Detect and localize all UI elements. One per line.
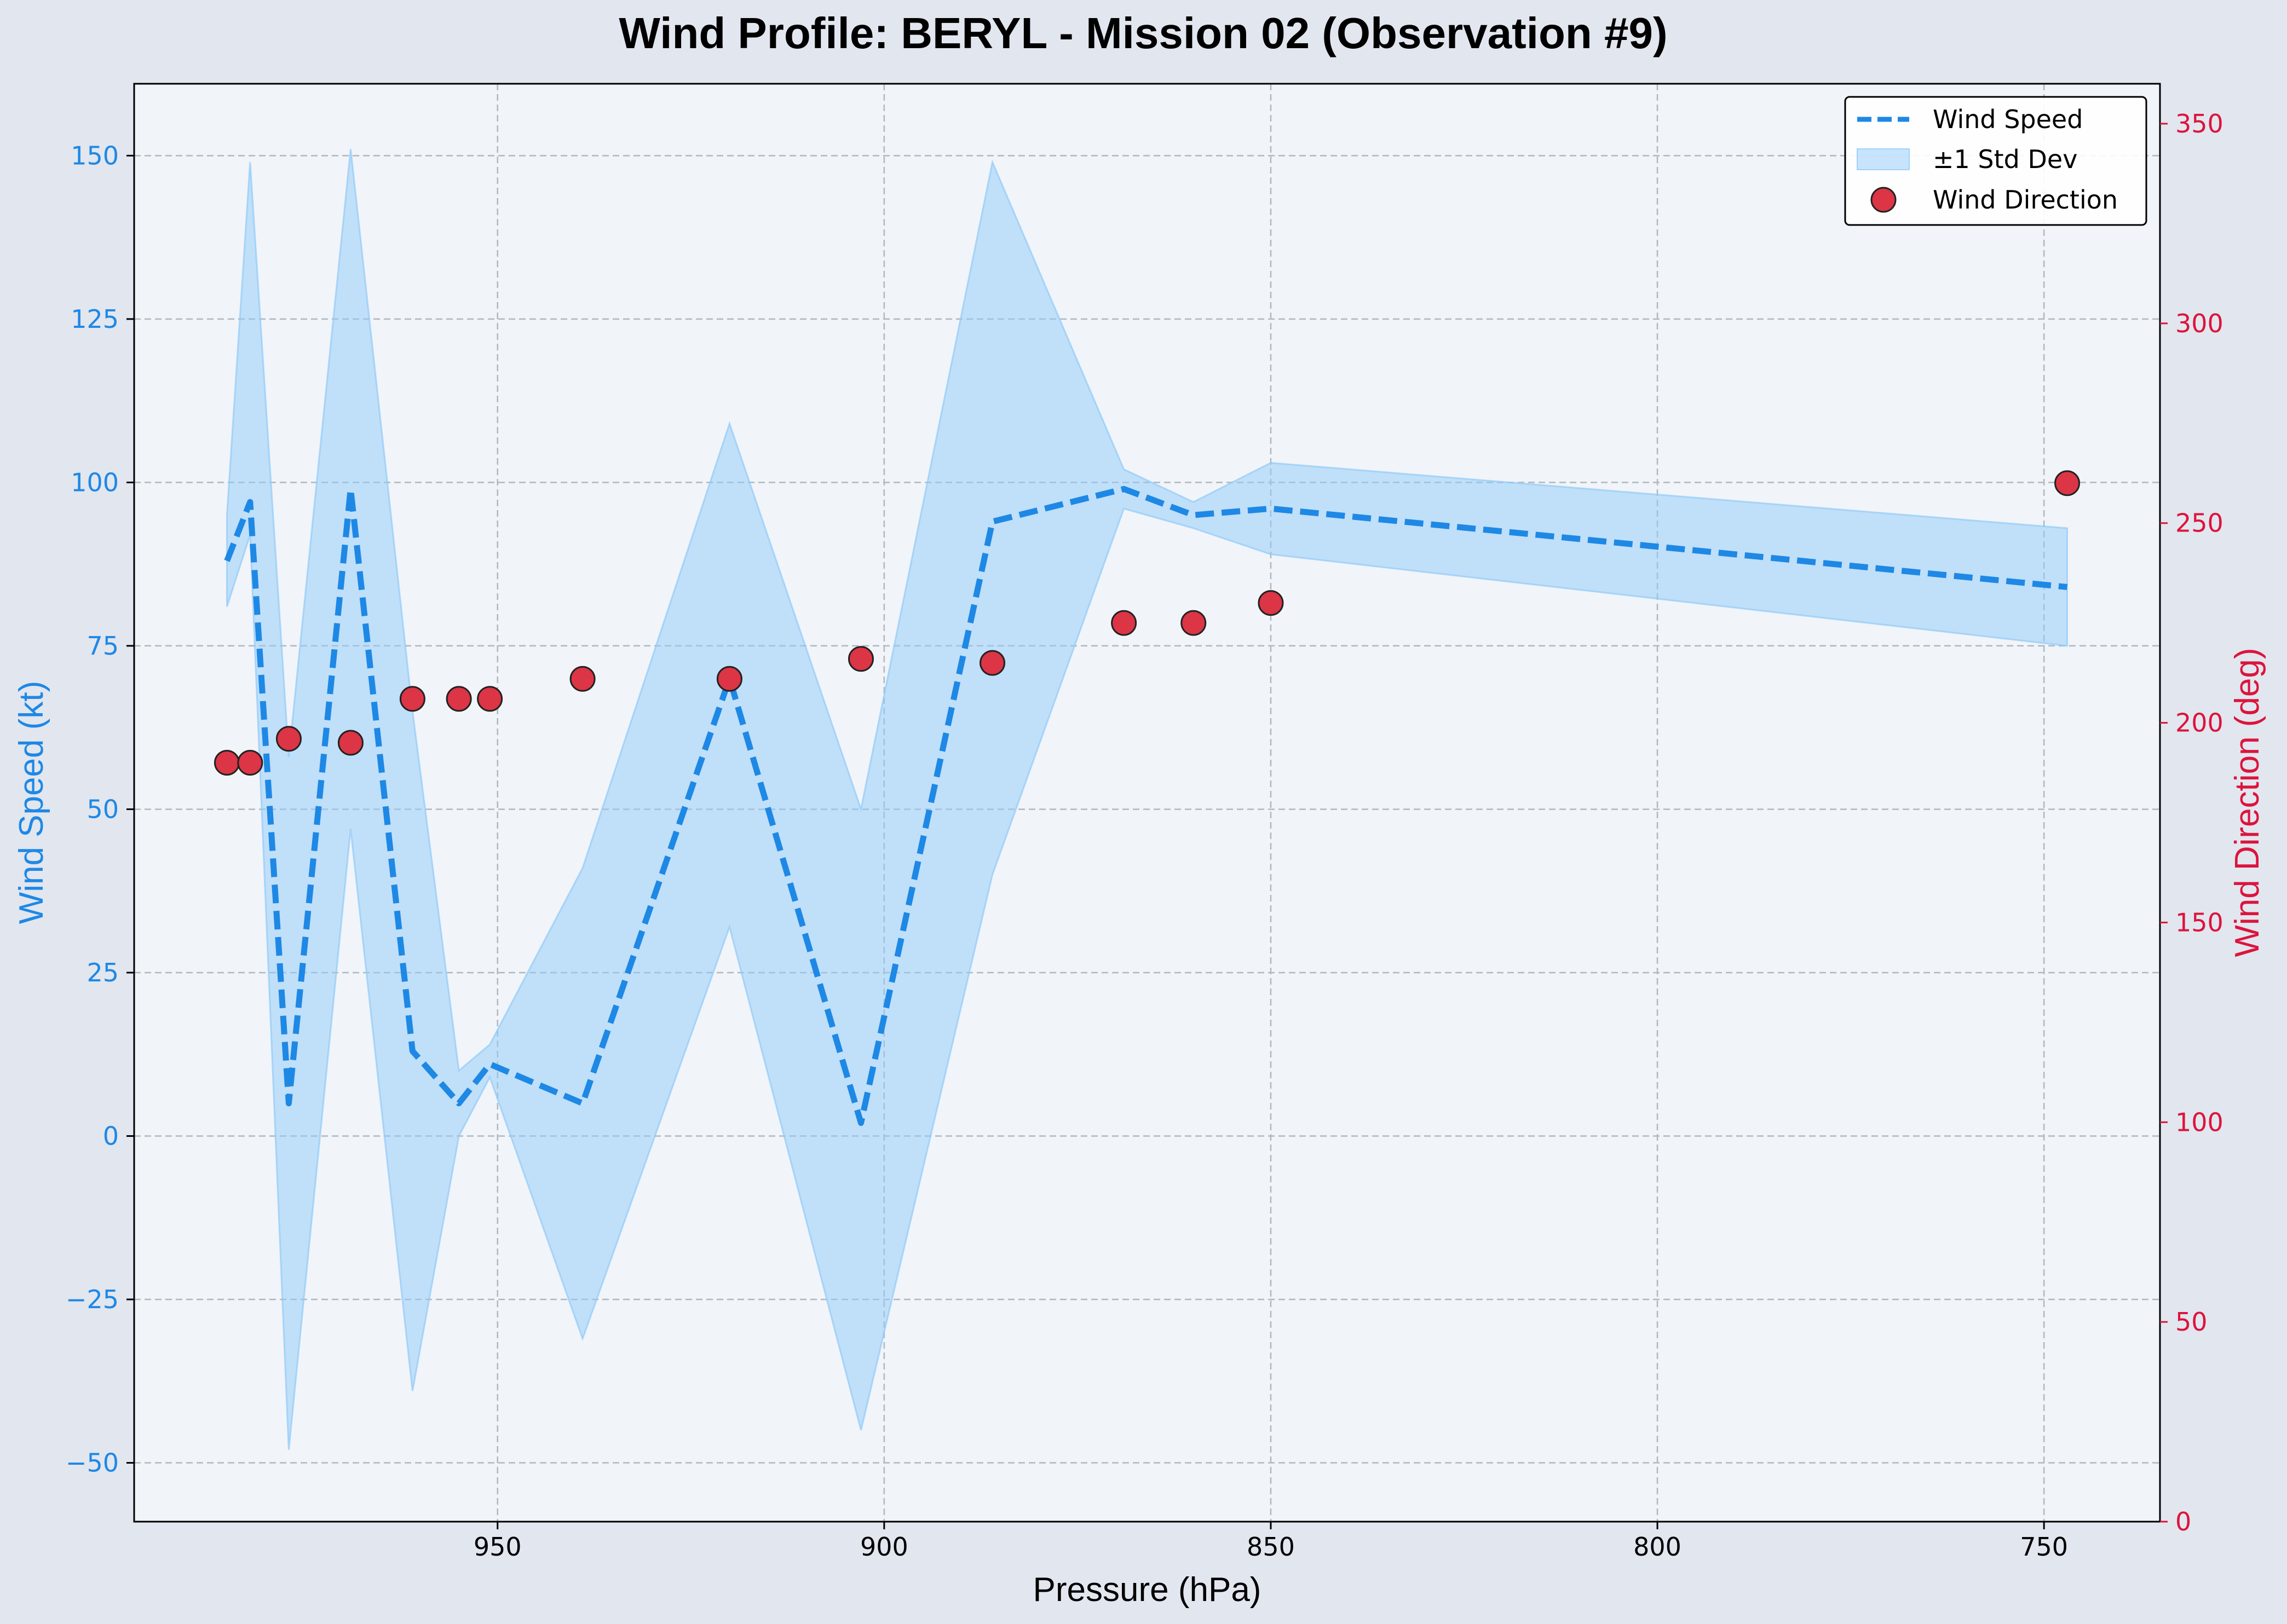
y-tick-label: 25 xyxy=(87,958,119,987)
x-axis-ticks: 950 900 850 800 750 xyxy=(474,1522,2068,1562)
y-tick-label: 0 xyxy=(103,1121,119,1151)
x-tick-label: 800 xyxy=(1633,1532,1681,1562)
legend: Wind Speed ±1 Std Dev Wind Direction xyxy=(1844,96,2147,226)
legend-wind-direction-label: Wind Direction xyxy=(1933,185,2118,215)
legend-wind-direction-marker xyxy=(1870,187,1897,213)
y2-tick-label: 250 xyxy=(2175,508,2223,538)
x-tick-label: 750 xyxy=(2020,1532,2068,1562)
y2-tick-label: 0 xyxy=(2175,1507,2191,1536)
wind-direction-point xyxy=(1111,610,1137,636)
wind-direction-point xyxy=(477,686,503,712)
plot-frame xyxy=(133,83,2161,1523)
x-tick-label: 950 xyxy=(474,1532,522,1562)
y2-tick-label: 300 xyxy=(2175,309,2223,338)
std-dev-band-layer xyxy=(226,149,2068,1450)
wind-direction-point xyxy=(716,666,742,692)
wind-direction-point xyxy=(237,750,263,776)
y-axis-left-label: Wind Speed (kt) xyxy=(13,681,50,924)
wind-direction-point xyxy=(275,726,302,752)
y-tick-label: 100 xyxy=(71,467,119,497)
grid-lines xyxy=(134,84,2160,1522)
wind-direction-point xyxy=(980,650,1006,676)
wind-direction-point xyxy=(214,750,240,776)
y-tick-label: 75 xyxy=(87,631,119,661)
legend-std-dev-swatch xyxy=(1857,148,1910,170)
wind-direction-point xyxy=(337,730,364,756)
wind-speed-line xyxy=(224,486,2068,1126)
x-tick-label: 900 xyxy=(860,1532,908,1562)
wind-direction-point xyxy=(569,666,596,692)
wind-direction-point xyxy=(848,646,874,672)
x-axis-label: Pressure (hPa) xyxy=(1033,1571,1261,1609)
y-tick-label: −25 xyxy=(66,1285,119,1314)
legend-std-dev-label: ±1 Std Dev xyxy=(1933,145,2077,174)
wind-direction-point xyxy=(399,686,425,712)
chart-title: Wind Profile: BERYL - Mission 02 (Observ… xyxy=(619,9,1667,57)
plot-area xyxy=(134,84,2160,1522)
y2-tick-label: 100 xyxy=(2175,1107,2223,1137)
std-dev-band xyxy=(226,149,2068,1450)
wind-direction-points-layer xyxy=(214,470,2081,776)
y2-tick-label: 50 xyxy=(2175,1307,2208,1337)
y-tick-label: −50 xyxy=(66,1448,119,1478)
wind-direction-point xyxy=(1258,590,1284,616)
y-axis-right-label: Wind Direction (deg) xyxy=(2228,648,2266,957)
y-tick-label: 125 xyxy=(71,304,119,334)
x-tick-label: 850 xyxy=(1247,1532,1295,1562)
y-axis-left-ticks: −50 −25 0 25 50 75 100 125 150 xyxy=(66,141,134,1478)
y2-tick-label: 200 xyxy=(2175,708,2223,738)
legend-box xyxy=(1844,96,2147,226)
wind-speed-line-layer xyxy=(224,486,2068,1126)
wind-direction-point xyxy=(1180,610,1207,636)
y2-tick-label: 150 xyxy=(2175,908,2223,937)
y-axis-right-ticks: 0 50 100 150 200 250 300 350 xyxy=(2160,109,2223,1536)
y-tick-label: 50 xyxy=(87,794,119,824)
y2-tick-label: 350 xyxy=(2175,109,2223,138)
legend-wind-speed-label: Wind Speed xyxy=(1933,105,2083,134)
y-tick-label: 150 xyxy=(71,141,119,170)
wind-direction-point xyxy=(446,686,472,712)
wind-direction-point xyxy=(2054,470,2081,496)
